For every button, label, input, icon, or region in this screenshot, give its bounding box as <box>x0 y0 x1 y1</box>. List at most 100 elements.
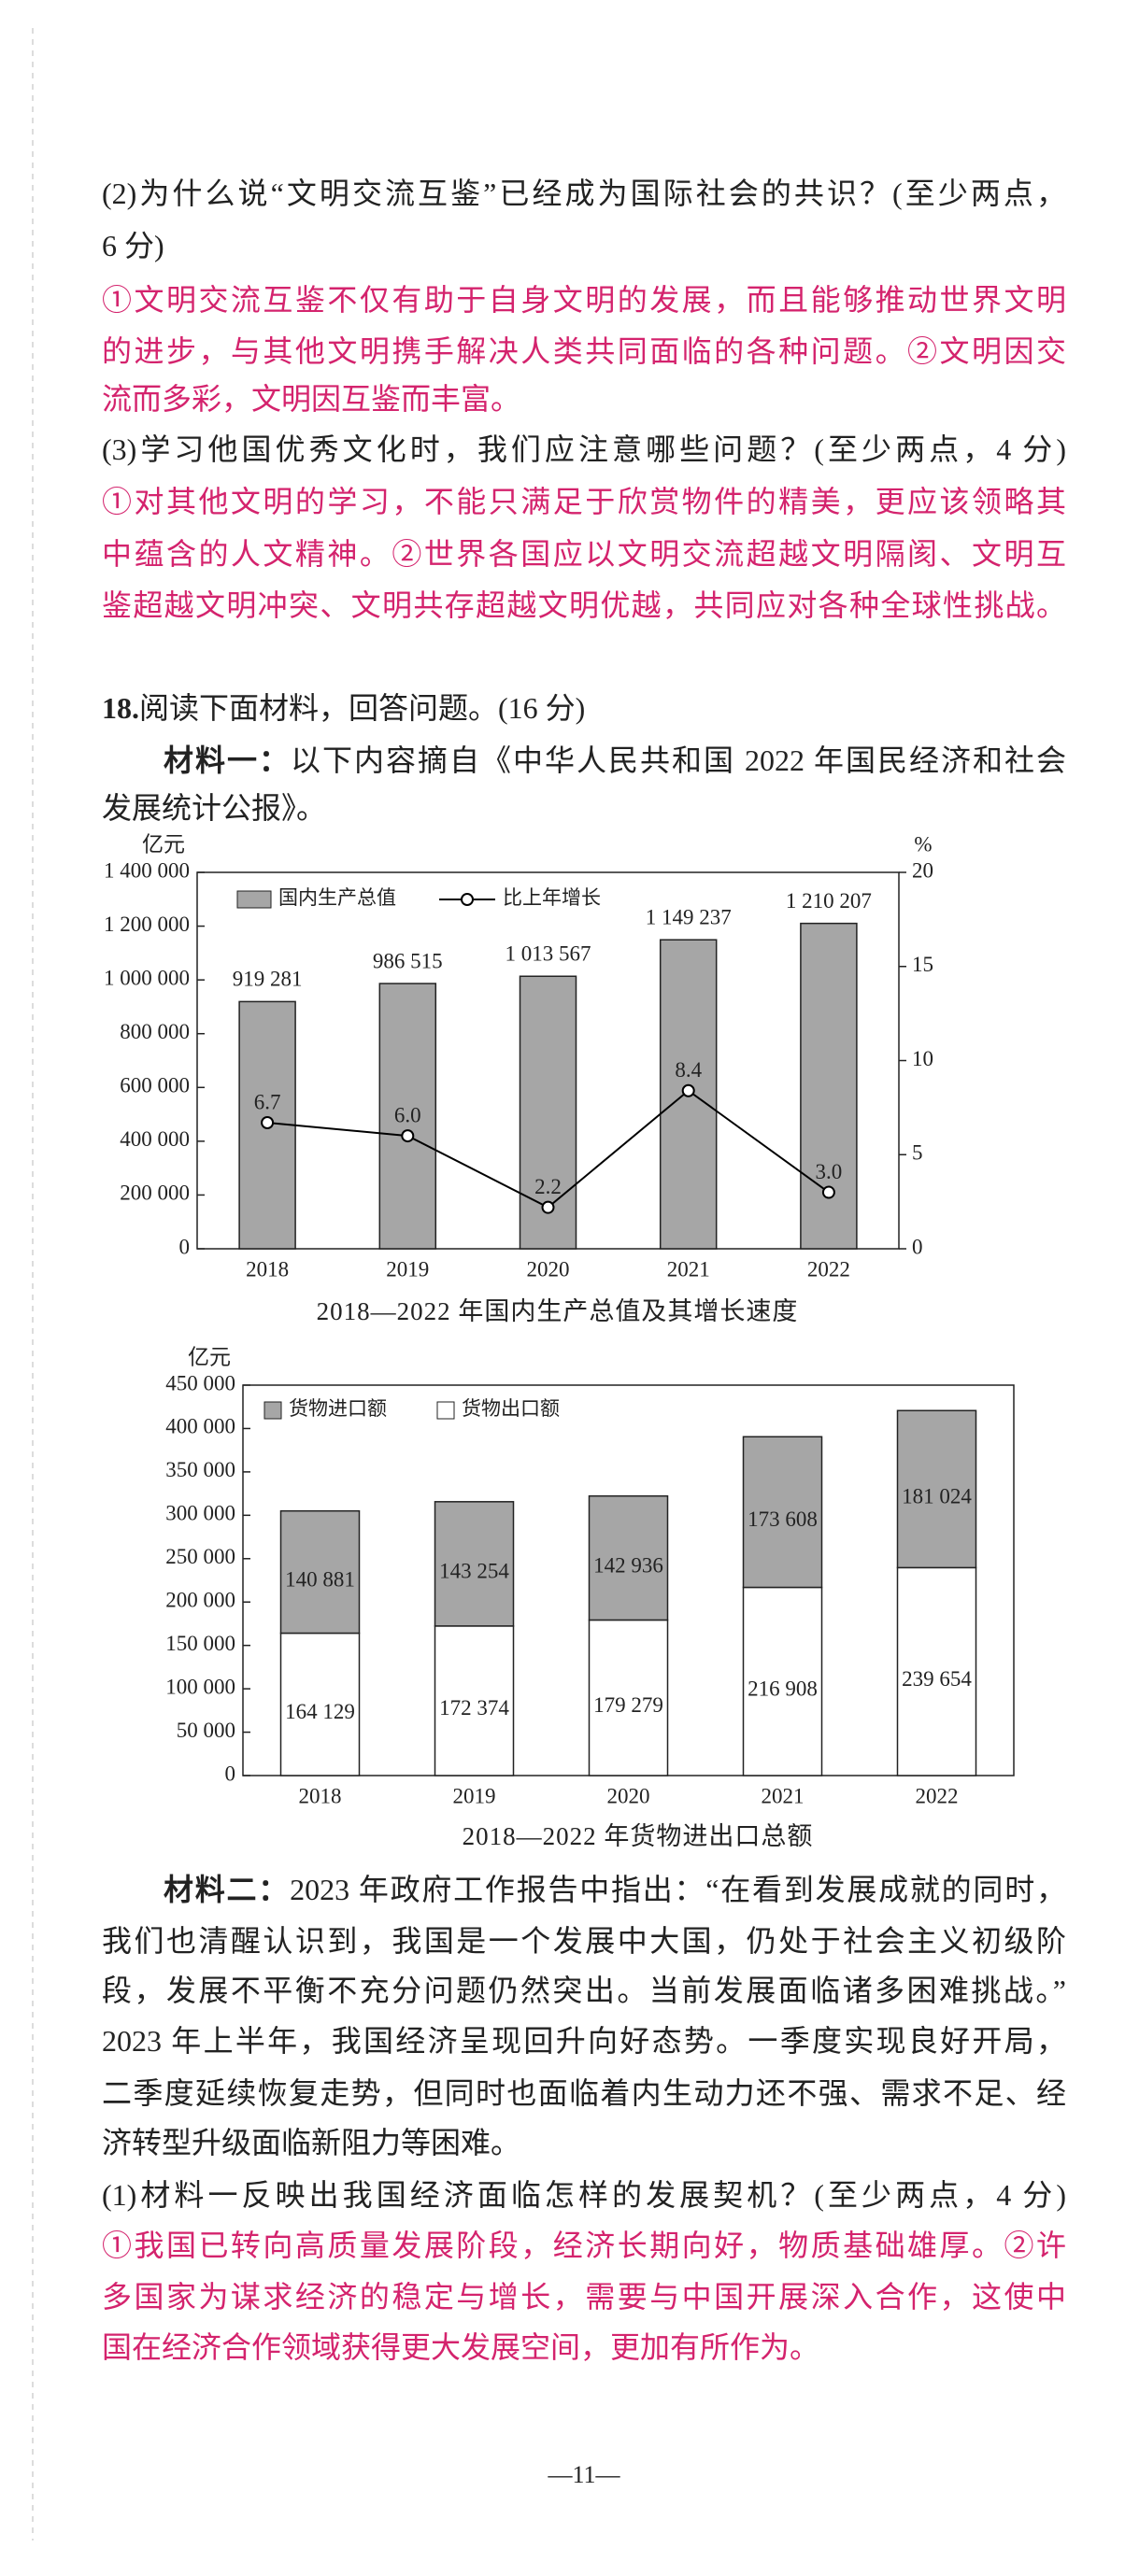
text-line: 材料二：2023 年政府工作报告中指出：“在看到发展成就的同时， <box>164 1869 1066 1910</box>
y-tick-label: 0 <box>225 1762 236 1785</box>
y2-tick-label: 20 <box>912 858 933 882</box>
text-line-content: 2023 年政府工作报告中指出：“在看到发展成就的同时， <box>290 1873 1066 1906</box>
x-tick-label: 2019 <box>386 1257 429 1281</box>
text-line-content: 2023 年上半年，我国经济呈现回升向好态势。一季度实现良好开局， <box>102 2024 1066 2058</box>
text-line: (1)材料一反映出我国经济面临怎样的发展契机？(至少两点，4 分) <box>102 2174 1066 2215</box>
x-tick-label: 2022 <box>916 1784 959 1807</box>
y2-tick-label: 15 <box>912 953 933 976</box>
text-line: 材料一：以下内容摘自《中华人民共和国 2022 年国民经济和社会 <box>164 740 1066 781</box>
text-line: 6 分) <box>102 225 1066 266</box>
x-tick-label: 2019 <box>453 1784 496 1807</box>
text-line-content: 流而多彩，文明因互鉴而丰富。 <box>102 382 521 416</box>
text-line: (2)为什么说“文明交流互鉴”已经成为国际社会的共识？(至少两点， <box>102 173 1066 214</box>
line-value-label: 3.0 <box>816 1160 843 1183</box>
y-tick-label: 200 000 <box>120 1182 190 1205</box>
x-tick-label: 2020 <box>527 1257 570 1281</box>
text-line: —11— <box>102 2455 1066 2496</box>
legend-point <box>461 893 474 906</box>
y2-axis-unit: % <box>914 832 932 856</box>
y-tick-label: 250 000 <box>165 1545 235 1568</box>
segment-value-label: 143 254 <box>439 1560 509 1583</box>
bar-value-label: 1 210 207 <box>786 889 872 913</box>
line-point <box>261 1115 275 1129</box>
question-number: 18. <box>102 691 139 725</box>
y-tick-label: 1 200 000 <box>104 913 190 936</box>
text-line-content: ①对其他文明的学习，不能只满足于欣赏物件的精美，更应该领略其 <box>102 485 1066 518</box>
text-line: 多国家为谋求经济的稳定与增长，需要与中国开展深入合作，这使中 <box>102 2276 1066 2317</box>
text-line-content: (1)材料一反映出我国经济面临怎样的发展契机？(至少两点，4 分) <box>102 2178 1066 2212</box>
text-line-content: 以下内容摘自《中华人民共和国 2022 年国民经济和社会 <box>291 743 1066 777</box>
text-line-content: (3)学习他国优秀文化时，我们应注意哪些问题？(至少两点，4 分) <box>102 432 1066 466</box>
legend-label: 货物进口额 <box>289 1397 387 1420</box>
legend-swatch <box>263 1401 282 1420</box>
bar-segment <box>896 1566 977 1776</box>
segment-value-label: 216 908 <box>748 1677 818 1701</box>
line-value-label: 6.0 <box>394 1103 421 1126</box>
bar-segment <box>588 1494 669 1621</box>
legend-swatch <box>436 1401 455 1420</box>
y-tick-label: 100 000 <box>165 1675 235 1698</box>
line-value-label: 6.7 <box>254 1090 281 1113</box>
y-tick-label: 1 000 000 <box>104 966 190 989</box>
y2-tick-label: 10 <box>912 1047 933 1070</box>
text-line: 2023 年上半年，我国经济呈现回升向好态势。一季度实现良好开局， <box>102 2020 1066 2061</box>
y-axis-unit: 亿元 <box>188 1345 231 1368</box>
bar-value-label: 1 149 237 <box>646 905 732 928</box>
segment-value-label: 142 936 <box>593 1553 663 1577</box>
text-line: (3)学习他国优秀文化时，我们应注意哪些问题？(至少两点，4 分) <box>102 429 1066 470</box>
text-line-content: 我们也清醒认识到，我国是一个发展中大国，仍处于社会主义初级阶 <box>102 1924 1066 1958</box>
line-point <box>401 1129 415 1143</box>
text-line: 国在经济合作领域获得更大发展空间，更加有所作为。 <box>102 2327 1066 2368</box>
y-tick-label: 450 000 <box>165 1371 235 1394</box>
text-line-content: 的进步，与其他文明携手解决人类共同面临的各种问题。②文明因交 <box>102 334 1066 368</box>
bar-value-label: 919 281 <box>233 968 303 991</box>
page-number: —11— <box>548 2461 620 2488</box>
text-line: 的进步，与其他文明携手解决人类共同面临的各种问题。②文明因交 <box>102 331 1066 372</box>
text-line: 流而多彩，文明因互鉴而丰富。 <box>102 378 1066 419</box>
bar-segment <box>742 1586 823 1776</box>
bar-segment <box>588 1619 669 1776</box>
y-tick-label: 1 400 000 <box>104 858 190 882</box>
text-line-content: 鉴超越文明冲突、文明共存超越文明优越，共同应对各种全球性挑战。 <box>102 588 1066 622</box>
x-tick-label: 2018 <box>246 1257 289 1281</box>
legend-swatch <box>236 890 272 909</box>
legend-label: 货物出口额 <box>462 1397 560 1420</box>
text-line-content: 二季度延续恢复走势，但同时也面临着内生动力还不强、需求不足、经 <box>102 2076 1066 2110</box>
x-tick-label: 2022 <box>807 1257 850 1281</box>
y-tick-label: 0 <box>179 1235 191 1258</box>
text-line-content: 发展统计公报》。 <box>102 791 327 825</box>
bar-segment <box>434 1625 515 1776</box>
text-line-content: 段，发展不平衡不充分问题仍然突出。当前发展面临诸多困难挑战。” <box>102 1974 1066 2007</box>
segment-value-label: 164 129 <box>285 1700 355 1723</box>
text-line: 济转型升级面临新阻力等困难。 <box>102 2122 1066 2163</box>
text-line: 二季度延续恢复走势，但同时也面临着内生动力还不强、需求不足、经 <box>102 2073 1066 2114</box>
y-tick-label: 300 000 <box>165 1502 235 1525</box>
material-label: 材料二： <box>164 1873 291 1906</box>
text-line: 段，发展不平衡不充分问题仍然突出。当前发展面临诸多困难挑战。” <box>102 1970 1066 2011</box>
text-line: ①我国已转向高质量发展阶段，经济长期向好，物质基础雄厚。②许 <box>102 2225 1066 2266</box>
y-axis-unit: 亿元 <box>142 832 185 856</box>
text-line-content: ①文明交流互鉴不仅有助于自身文明的发展，而且能够推动世界文明 <box>102 283 1066 317</box>
text-line: ①对其他文明的学习，不能只满足于欣赏物件的精美，更应该领略其 <box>102 481 1066 522</box>
line-value-label: 2.2 <box>534 1175 562 1198</box>
y-tick-label: 800 000 <box>120 1020 190 1043</box>
legend-label: 比上年增长 <box>503 886 601 909</box>
line-value-label: 8.4 <box>675 1058 702 1082</box>
chart-caption: 2018—2022 年国内生产总值及其增长速度 <box>317 1297 799 1325</box>
bar-segment <box>434 1501 515 1627</box>
text-line: 中蕴含的人文精神。②世界各国应以文明交流超越文明隔阂、文明互 <box>102 533 1066 574</box>
question-text: 阅读下面材料，回答问题。(16 分) <box>139 691 586 725</box>
segment-value-label: 179 279 <box>593 1693 663 1717</box>
bar-segment <box>742 1436 823 1589</box>
x-tick-label: 2020 <box>607 1784 650 1807</box>
bar <box>378 983 437 1250</box>
text-line-content: 济转型升级面临新阻力等困难。 <box>102 2126 521 2159</box>
text-line-content: 国在经济合作领域获得更大发展空间，更加有所作为。 <box>102 2330 820 2364</box>
segment-value-label: 172 374 <box>439 1696 509 1720</box>
y2-tick-label: 0 <box>912 1235 923 1258</box>
text-line: 18.阅读下面材料，回答问题。(16 分) <box>102 687 1066 729</box>
x-tick-label: 2021 <box>762 1784 805 1807</box>
